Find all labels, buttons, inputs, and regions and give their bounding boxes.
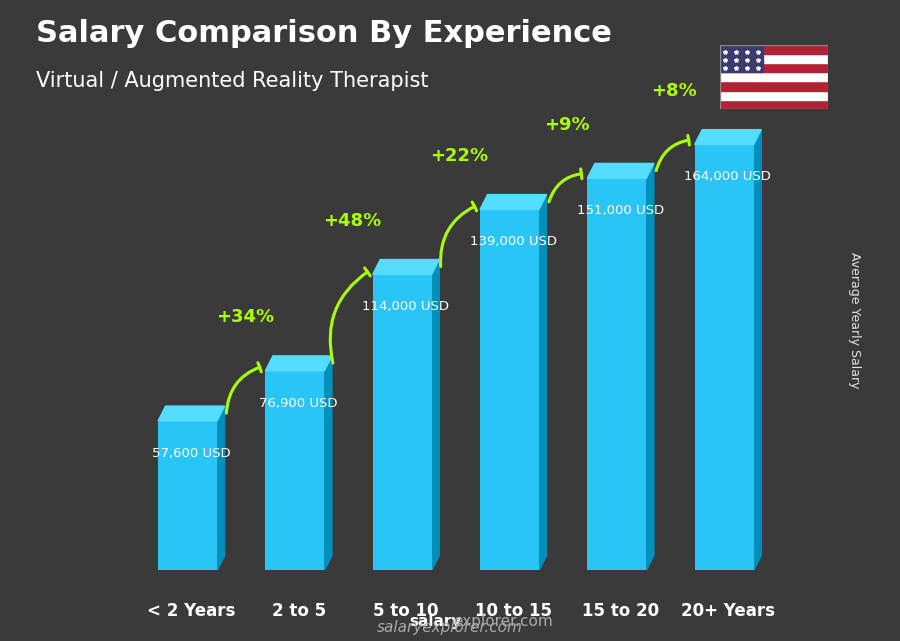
- Text: 114,000 USD: 114,000 USD: [363, 301, 449, 313]
- Polygon shape: [480, 195, 546, 210]
- Polygon shape: [432, 260, 439, 570]
- Polygon shape: [324, 356, 332, 570]
- Text: 151,000 USD: 151,000 USD: [577, 204, 664, 217]
- Text: 5 to 10: 5 to 10: [374, 602, 438, 620]
- Text: +8%: +8%: [652, 82, 698, 100]
- Bar: [720, 45, 763, 72]
- Text: 20+ Years: 20+ Years: [681, 602, 775, 620]
- Bar: [720, 81, 828, 90]
- Text: +48%: +48%: [323, 212, 382, 230]
- Bar: [720, 90, 828, 100]
- Text: 57,600 USD: 57,600 USD: [152, 447, 230, 460]
- Bar: [695, 144, 753, 570]
- Polygon shape: [753, 129, 761, 570]
- Text: 139,000 USD: 139,000 USD: [470, 235, 557, 248]
- Text: +22%: +22%: [430, 147, 489, 165]
- Polygon shape: [695, 129, 761, 144]
- Bar: [720, 63, 828, 72]
- Bar: [588, 178, 646, 570]
- Text: 10 to 15: 10 to 15: [475, 602, 552, 620]
- Text: Average Yearly Salary: Average Yearly Salary: [849, 253, 861, 388]
- Polygon shape: [646, 163, 654, 570]
- Text: +34%: +34%: [216, 308, 274, 326]
- Bar: [720, 54, 828, 63]
- Bar: [266, 370, 324, 570]
- Polygon shape: [158, 406, 225, 421]
- Polygon shape: [588, 163, 654, 178]
- Polygon shape: [217, 406, 225, 570]
- Text: Salary Comparison By Experience: Salary Comparison By Experience: [36, 19, 612, 48]
- Text: 76,900 USD: 76,900 USD: [259, 397, 338, 410]
- Text: 164,000 USD: 164,000 USD: [685, 171, 771, 183]
- Polygon shape: [266, 356, 332, 370]
- Bar: [373, 274, 432, 570]
- Text: explorer.com: explorer.com: [453, 615, 553, 629]
- Polygon shape: [373, 260, 439, 274]
- Polygon shape: [539, 195, 546, 570]
- Text: 2 to 5: 2 to 5: [272, 602, 326, 620]
- Text: 15 to 20: 15 to 20: [582, 602, 659, 620]
- Bar: [720, 100, 828, 109]
- Bar: [720, 45, 828, 54]
- Bar: [480, 210, 539, 570]
- Bar: [158, 421, 217, 570]
- Bar: [720, 72, 828, 81]
- Text: salaryexplorer.com: salaryexplorer.com: [377, 620, 523, 635]
- Text: +9%: +9%: [544, 116, 590, 134]
- Text: < 2 Years: < 2 Years: [148, 602, 236, 620]
- Text: salary: salary: [410, 615, 462, 629]
- Text: Virtual / Augmented Reality Therapist: Virtual / Augmented Reality Therapist: [36, 71, 428, 90]
